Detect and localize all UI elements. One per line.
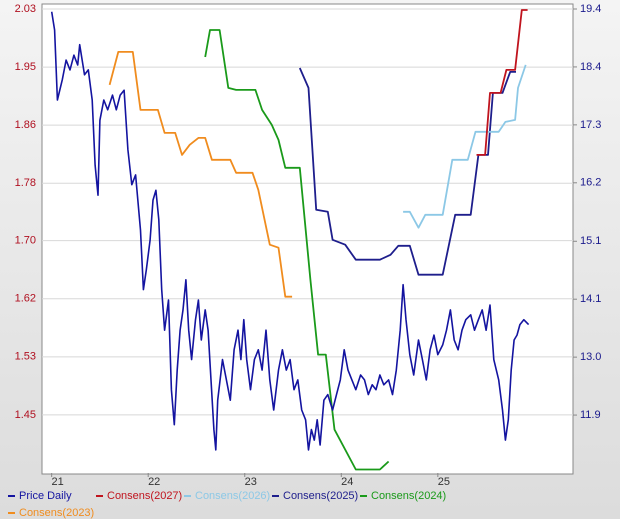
y-tick-label: 1.78 <box>15 177 36 189</box>
series-line <box>403 64 527 229</box>
series-layer <box>50 9 530 471</box>
legend-label: Consens(2024) <box>371 490 446 502</box>
legend-label: Consens(2027) <box>107 490 182 502</box>
y2-tick-label: 13.0 <box>580 351 601 363</box>
legend-label: Consens(2026) <box>195 490 270 502</box>
series-line <box>476 9 528 156</box>
x-tick-label: 24 <box>341 476 353 488</box>
y-tick-label: 1.45 <box>15 409 36 421</box>
plot-area <box>41 3 574 475</box>
y-tick-label: 1.62 <box>15 293 36 305</box>
x-tick-label: 22 <box>148 476 160 488</box>
x-tick-label: 21 <box>52 476 64 488</box>
legend-label: Price Daily <box>19 490 72 502</box>
y2-tick-label: 11.9 <box>580 409 601 421</box>
y-tick-label: 1.70 <box>15 235 36 247</box>
y2-tick-label: 14.1 <box>580 293 601 305</box>
y2-tick-label: 19.4 <box>580 3 601 15</box>
y-tick-label: 2.03 <box>15 3 36 15</box>
y2-tick-label: 18.4 <box>580 61 601 73</box>
y-tick-label: 1.95 <box>15 61 36 73</box>
legend-label: Consens(2023) <box>19 507 94 519</box>
x-tick-label: 25 <box>438 476 450 488</box>
series-line <box>298 67 516 276</box>
x-tick-label: 23 <box>245 476 257 488</box>
series-line <box>50 11 530 451</box>
y-tick-label: 1.86 <box>15 119 36 131</box>
y2-tick-label: 16.2 <box>580 177 601 189</box>
y2-tick-label: 17.3 <box>580 119 601 131</box>
y-tick-label: 1.53 <box>15 351 36 363</box>
y2-tick-label: 15.1 <box>580 235 601 247</box>
series-line <box>108 51 293 298</box>
series-line <box>204 29 390 471</box>
legend-label: Consens(2025) <box>283 490 358 502</box>
